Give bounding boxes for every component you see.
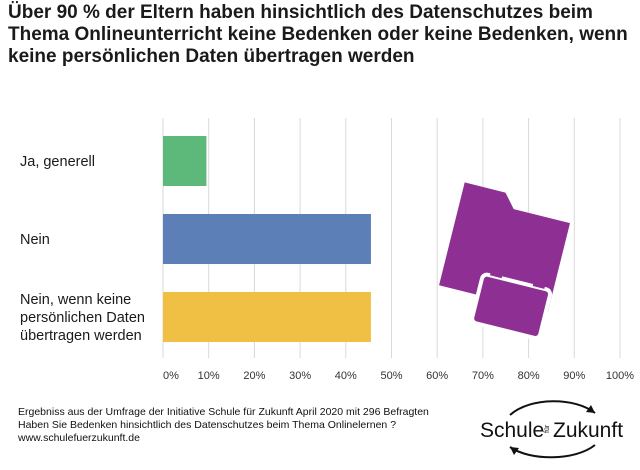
category-label-line: Nein [20, 232, 50, 248]
category-labels: Ja, generell Nein Nein, wenn keine persönli… [20, 154, 145, 344]
x-tick-label: 70% [472, 370, 494, 382]
category-label-line: persönlichen Daten [20, 310, 145, 326]
logo-word-zukunft: Zukunft [553, 419, 623, 442]
footer-question: Haben Sie Bedenken hinsichtlich des Date… [18, 419, 397, 431]
chart-title: Über 90 % der Eltern haben hinsichtlich … [8, 2, 628, 67]
bars [163, 136, 371, 342]
x-tick-label: 10% [198, 370, 220, 382]
category-label: Nein [20, 232, 50, 248]
x-tick-labels: 0% 10% 20% 30% 40% 50% 60% 70% 80% 90% 100% [163, 370, 634, 382]
footer-website: www.schulefuerzukunft.de [18, 432, 140, 444]
category-label-line: Nein, wenn keine [20, 292, 131, 308]
bar [163, 214, 371, 264]
locked-folder-icon [439, 182, 570, 340]
category-label: Ja, generell [20, 154, 95, 170]
bar [163, 292, 371, 342]
footer-notes: Ergebniss aus der Umfrage der Initiative… [18, 406, 429, 445]
x-tick-label: 20% [243, 370, 265, 382]
category-label: Nein, wenn keine persönlichen Daten übertr… [20, 292, 145, 344]
x-tick-label: 40% [335, 370, 357, 382]
logo-word-fuer: für [544, 424, 551, 433]
x-tick-label: 80% [518, 370, 540, 382]
x-tick-label: 100% [606, 370, 634, 382]
x-tick-label: 30% [289, 370, 311, 382]
x-tick-label: 50% [380, 370, 402, 382]
category-label-line: Ja, generell [20, 154, 95, 170]
x-tick-label: 90% [563, 370, 585, 382]
schule-fuer-zukunft-logo: Schule für Zukunft [480, 400, 623, 459]
logo-word-schule: Schule [480, 419, 544, 442]
category-label-line: übertragen werden [20, 328, 142, 344]
x-tick-label: 0% [163, 370, 179, 382]
footer-source: Ergebniss aus der Umfrage der Initiative… [18, 406, 429, 418]
bar [163, 136, 207, 186]
x-tick-label: 60% [426, 370, 448, 382]
